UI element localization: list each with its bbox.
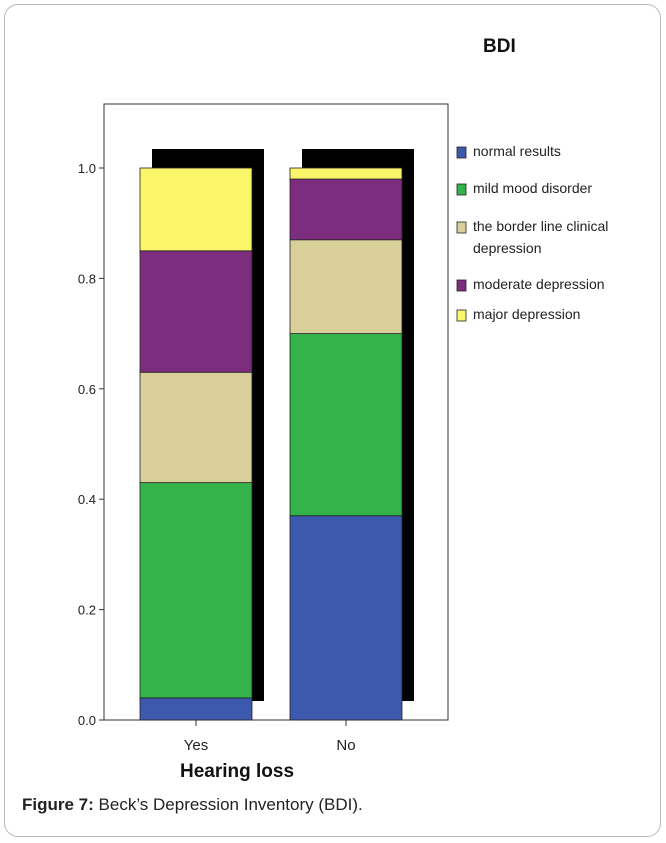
figure-card: BDI 0.0 0.2 0.4 0.6 0.8 1.0 Yes No normal resul… xyxy=(4,4,661,837)
legend-label: major depression xyxy=(473,306,580,322)
bar-segment xyxy=(289,515,403,721)
chart-area: BDI 0.0 0.2 0.4 0.6 0.8 1.0 Yes No normal resul… xyxy=(65,25,627,782)
bdi-stacked-bar-chart: BDI 0.0 0.2 0.4 0.6 0.8 1.0 Yes No normal resul… xyxy=(78,36,608,782)
figure-caption-text: Beck’s Depression Inventory (BDI). xyxy=(93,795,363,814)
y-tick-label: 1.0 xyxy=(78,161,96,176)
legend-label: moderate depression xyxy=(473,276,605,292)
y-tick-label: 0.0 xyxy=(78,713,96,728)
legend-label: mild mood disorder xyxy=(473,180,592,196)
y-tick-label: 0.6 xyxy=(78,382,96,397)
bar-segment xyxy=(289,333,403,517)
bar-segment xyxy=(139,371,253,484)
y-tick-label: 0.8 xyxy=(78,271,96,286)
figure-caption-label: Figure 7: xyxy=(22,795,94,814)
bar-segment xyxy=(289,239,403,334)
legend-swatch xyxy=(456,221,467,234)
bar-segment xyxy=(289,178,403,241)
bar-segment xyxy=(139,482,253,699)
bar-segment xyxy=(289,167,403,180)
legend-swatch xyxy=(456,146,467,159)
x-tick-label: Yes xyxy=(184,737,208,754)
y-tick-label: 0.4 xyxy=(78,492,96,507)
x-axis-label: Hearing loss xyxy=(180,761,294,782)
legend-swatch xyxy=(456,309,467,322)
chart-title: BDI xyxy=(483,36,516,57)
y-tick-label: 0.2 xyxy=(78,603,96,618)
bar-segment xyxy=(139,250,253,373)
bar-segment xyxy=(139,697,253,721)
legend-label: normal results xyxy=(473,143,561,159)
legend-label: the border line clinical xyxy=(473,218,608,234)
legend-label: depression xyxy=(473,240,542,256)
figure-caption: Figure 7: Beck’s Depression Inventory (B… xyxy=(22,795,363,815)
x-tick-label: No xyxy=(336,737,355,754)
legend: normal results mild mood disorder the bord… xyxy=(456,143,608,322)
plot-area: 0.0 0.2 0.4 0.6 0.8 1.0 Yes No xyxy=(78,103,449,754)
legend-swatch xyxy=(456,279,467,292)
bar-segment xyxy=(139,167,253,252)
legend-swatch xyxy=(456,183,467,196)
